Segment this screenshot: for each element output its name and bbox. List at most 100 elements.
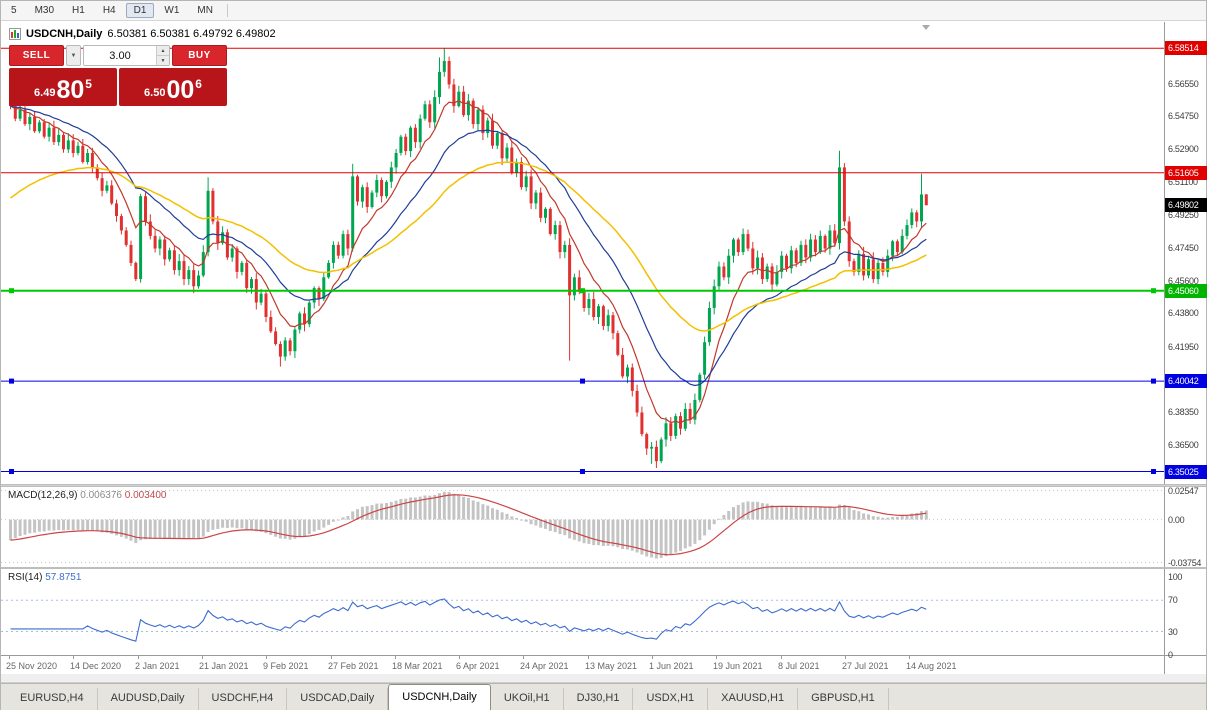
volume-spinner: ▲ ▼ [156, 46, 169, 65]
price-axis-separator [1164, 22, 1165, 484]
hline-handle[interactable] [580, 288, 585, 294]
macd-chart [1, 490, 1164, 563]
timeframe-button-m30[interactable]: M30 [34, 5, 55, 16]
macd-name: MACD(12,26,9) [8, 490, 78, 501]
rsi-chart [1, 598, 1164, 642]
ask-main-digits: 00 [166, 76, 195, 104]
rsi-indicator-pane: RSI(14) 57.8751 100 70 30 0 [1, 569, 1206, 660]
timeframe-button-5[interactable]: 5 [11, 5, 17, 16]
candlestick-chart[interactable] [1, 22, 1164, 484]
tab-usdx-h1[interactable]: USDX,H1 [633, 688, 709, 710]
hline-handle[interactable] [9, 469, 14, 474]
macd-label: MACD(12,26,9) 0.006376 0.003400 [8, 490, 166, 501]
support-blue-tag: 6.40042 [1165, 374, 1207, 389]
tab-usdcnh-daily[interactable]: USDCNH,Daily [388, 684, 491, 710]
chart-shift-marker [922, 25, 930, 30]
volume-increase-button[interactable]: ▲ [157, 46, 169, 56]
macd-axis-separator [1164, 487, 1165, 567]
rsi-label: RSI(14) 57.8751 [8, 572, 81, 583]
price-tick-label: 6.43800 [1168, 308, 1199, 319]
time-tick [73, 656, 74, 659]
resistance-lower-tag: 6.51605 [1165, 165, 1207, 180]
hline-6-40042[interactable] [1, 378, 1164, 384]
time-label: 18 Mar 2021 [392, 661, 443, 671]
volume-dropdown-button[interactable]: ▼ [66, 45, 81, 66]
time-tick [395, 656, 396, 659]
timeframe-button-d1[interactable]: D1 [125, 3, 155, 18]
hline-handle[interactable] [9, 288, 14, 294]
bid-main-digits: 80 [56, 76, 85, 104]
candles-series [9, 48, 928, 468]
time-tick [331, 656, 332, 659]
support-bottom-tag: 6.35025 [1165, 464, 1207, 479]
tab-audusd-daily[interactable]: AUDUSD,Daily [98, 688, 199, 710]
time-label: 24 Apr 2021 [520, 661, 569, 671]
time-label: 6 Apr 2021 [456, 661, 500, 671]
ask-price-display[interactable]: 6.50 00 6 [119, 68, 227, 106]
hline-6-45060[interactable] [1, 288, 1164, 294]
ma-slow-yellow [10, 161, 927, 332]
time-tick [781, 656, 782, 659]
ma-fast-red [10, 100, 927, 424]
timeframe-button-w1[interactable]: W1 [164, 5, 180, 16]
bid-prefix: 6.49 [34, 87, 56, 99]
tab-xauusd-h1[interactable]: XAUUSD,H1 [708, 688, 799, 710]
arrow-down-icon: ▼ [160, 57, 166, 64]
bid-price-display[interactable]: 6.49 80 5 [9, 68, 117, 106]
macd-signal-line [10, 494, 927, 556]
volume-field: ▲ ▼ [83, 45, 170, 66]
volume-input[interactable] [84, 46, 156, 65]
time-label: 27 Jul 2021 [842, 661, 889, 671]
toolbar-separator [226, 4, 228, 17]
time-tick [523, 656, 524, 659]
time-tick [266, 656, 267, 659]
time-label: 19 Jun 2021 [713, 661, 763, 671]
timeframe-toolbar: 5 M30 H1 H4 D1 W1 MN [1, 1, 1206, 21]
hline-handle[interactable] [580, 378, 585, 384]
tab-usdchf-h4[interactable]: USDCHF,H4 [199, 688, 288, 710]
price-tick-label: 6.54750 [1168, 111, 1199, 121]
hline-handle[interactable] [1151, 288, 1156, 294]
tab-gbpusd-h1[interactable]: GBPUSD,H1 [798, 688, 889, 710]
hline-handle[interactable] [1151, 469, 1156, 474]
macd-axis-label: 0.02547 [1168, 485, 1199, 496]
price-tick-label: 6.41950 [1168, 341, 1199, 352]
hline-handle[interactable] [9, 378, 14, 384]
arrow-up-icon: ▲ [160, 47, 166, 54]
hline-handle[interactable] [1151, 378, 1156, 384]
tab-dj30-h1[interactable]: DJ30,H1 [564, 688, 634, 710]
timeframe-button-mn[interactable]: MN [197, 5, 213, 16]
price-tick-label: 6.47450 [1168, 242, 1199, 253]
ask-pipette: 6 [195, 77, 202, 91]
price-tick-label: 6.56550 [1168, 78, 1199, 89]
sell-button[interactable]: SELL [9, 45, 64, 66]
chart-icon [9, 28, 21, 40]
rsi-line [10, 598, 927, 642]
rsi-axis-label: 100 [1168, 571, 1183, 582]
tab-usdcad-daily[interactable]: USDCAD,Daily [287, 688, 389, 710]
hline-6-35025[interactable] [1, 469, 1164, 474]
pane-splitter[interactable] [1, 484, 1206, 487]
macd-signal-value: 0.003400 [124, 490, 167, 501]
buy-button[interactable]: BUY [172, 45, 227, 66]
time-label: 14 Dec 2020 [70, 661, 122, 671]
volume-decrease-button[interactable]: ▼ [157, 56, 169, 65]
tab-eurusd-h4[interactable]: EURUSD,H4 [7, 688, 98, 710]
time-label: 9 Feb 2021 [263, 661, 309, 671]
time-label: 1 Jun 2021 [649, 661, 694, 671]
timeframe-button-h4[interactable]: H4 [102, 5, 116, 16]
time-label: 2 Jan 2021 [135, 661, 180, 671]
macd-axis-label: 0.00 [1168, 514, 1185, 525]
pane-splitter[interactable] [1, 567, 1206, 569]
time-tick [588, 656, 589, 659]
time-tick [459, 656, 460, 659]
rsi-name: RSI(14) [8, 572, 43, 583]
chart-tab-bar: EURUSD,H4 AUDUSD,Daily USDCHF,H4 USDCAD,Dai… [1, 683, 1206, 710]
timeframe-button-h1[interactable]: H1 [72, 5, 85, 16]
ma-mid-blue [10, 105, 927, 387]
macd-axis-label: -0.03754 [1168, 557, 1202, 568]
tab-ukoil-h1[interactable]: UKOil,H1 [491, 688, 564, 710]
hline-handle[interactable] [580, 469, 585, 474]
